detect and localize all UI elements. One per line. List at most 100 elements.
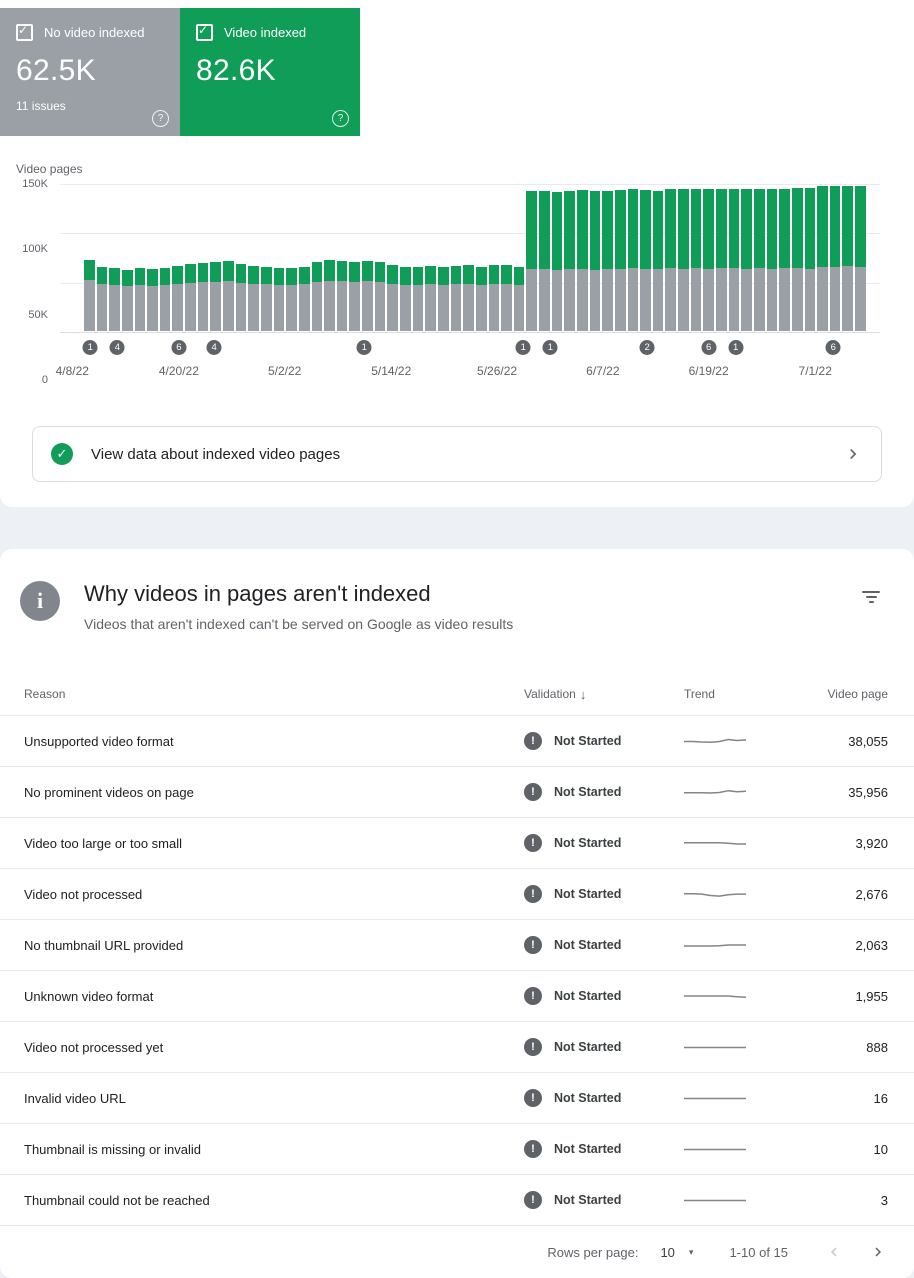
chart-bar[interactable] bbox=[703, 184, 715, 331]
chart-bar[interactable] bbox=[172, 184, 184, 331]
chart-bar[interactable] bbox=[665, 184, 677, 331]
chart-bar[interactable] bbox=[766, 184, 778, 331]
chart-bar[interactable] bbox=[223, 184, 234, 331]
chart-bar[interactable] bbox=[652, 184, 664, 331]
issue-count-marker[interactable]: 6 bbox=[825, 340, 841, 355]
dropdown-arrow-icon[interactable]: ▾ bbox=[688, 1246, 694, 1257]
chart-bar[interactable] bbox=[501, 184, 512, 331]
chart-bar[interactable] bbox=[298, 184, 310, 331]
summary-card-video-indexed[interactable]: ✓ Video indexed 82.6K ? bbox=[180, 8, 360, 136]
table-row[interactable]: Invalid video URL! Not Started 16 bbox=[0, 1072, 914, 1123]
chart-bar[interactable] bbox=[526, 184, 538, 331]
chart-bar[interactable] bbox=[374, 184, 386, 331]
column-header-video-page[interactable]: Video page bbox=[827, 687, 888, 701]
chart-bar[interactable] bbox=[286, 184, 297, 331]
table-row[interactable]: Thumbnail could not be reached! Not Start… bbox=[0, 1174, 914, 1225]
chart-bar[interactable] bbox=[147, 184, 158, 331]
chart-bar[interactable] bbox=[463, 184, 474, 331]
table-row[interactable]: Unknown video format! Not Started 1,955 bbox=[0, 970, 914, 1021]
chart-bar[interactable] bbox=[475, 184, 487, 331]
table-row[interactable]: Video not processed! Not Started 2,676 bbox=[0, 868, 914, 919]
chevron-right-icon[interactable] bbox=[843, 444, 863, 464]
chart-bar[interactable] bbox=[134, 184, 146, 331]
chart-bar[interactable] bbox=[741, 184, 752, 331]
chart-bar[interactable] bbox=[804, 184, 816, 331]
chart-bar[interactable] bbox=[551, 184, 563, 331]
chart-bar[interactable] bbox=[450, 184, 462, 331]
chart-bar[interactable] bbox=[576, 184, 588, 331]
chart-bar[interactable] bbox=[121, 184, 133, 331]
chart-bar[interactable] bbox=[159, 184, 171, 331]
issue-count-marker[interactable]: 1 bbox=[728, 340, 744, 355]
next-page-button[interactable] bbox=[866, 1240, 890, 1264]
issue-count-marker[interactable]: 6 bbox=[701, 340, 717, 355]
issue-count-marker[interactable]: 4 bbox=[206, 340, 222, 355]
chart-bar[interactable] bbox=[513, 184, 525, 331]
chart-bar[interactable] bbox=[185, 184, 196, 331]
chart-bar[interactable] bbox=[539, 184, 550, 331]
chart-bar[interactable] bbox=[260, 184, 272, 331]
chart-bar[interactable] bbox=[690, 184, 702, 331]
chart-bar[interactable] bbox=[248, 184, 259, 331]
chart-bar[interactable] bbox=[678, 184, 689, 331]
chart-bar[interactable] bbox=[855, 184, 866, 331]
help-icon[interactable]: ? bbox=[152, 110, 169, 127]
chart-bar[interactable] bbox=[336, 184, 348, 331]
help-icon[interactable]: ? bbox=[332, 110, 349, 127]
chart-bar[interactable] bbox=[96, 184, 108, 331]
chart-bar[interactable] bbox=[829, 184, 841, 331]
chart-bar[interactable] bbox=[197, 184, 209, 331]
rows-per-page-value[interactable]: 10 bbox=[660, 1244, 675, 1260]
issue-count-marker[interactable]: 1 bbox=[356, 340, 372, 355]
column-header-validation[interactable]: Validation ↓ bbox=[524, 687, 684, 702]
chart-bar[interactable] bbox=[235, 184, 247, 331]
chart-bar[interactable] bbox=[779, 184, 790, 331]
chart-bar[interactable] bbox=[311, 184, 323, 331]
column-header-trend[interactable]: Trend bbox=[684, 687, 715, 701]
chart-bar[interactable] bbox=[210, 184, 222, 331]
chart-bar[interactable] bbox=[640, 184, 651, 331]
column-header-reason[interactable]: Reason bbox=[24, 687, 66, 701]
table-row[interactable]: Unsupported video format! Not Started 38,0… bbox=[0, 715, 914, 766]
chart-bar[interactable] bbox=[349, 184, 361, 331]
issue-count-marker[interactable]: 1 bbox=[515, 340, 531, 355]
chart-bar[interactable] bbox=[602, 184, 613, 331]
table-row[interactable]: No thumbnail URL provided! Not Started 2,0… bbox=[0, 919, 914, 970]
chart-bar[interactable] bbox=[273, 184, 285, 331]
summary-card-no-video-indexed[interactable]: ✓ No video indexed 62.5K 11 issues ? bbox=[0, 8, 180, 136]
table-row[interactable]: Thumbnail is missing or invalid! Not Star… bbox=[0, 1123, 914, 1174]
chart-bar[interactable] bbox=[564, 184, 575, 331]
chart-bar[interactable] bbox=[412, 184, 424, 331]
issue-count-marker[interactable]: 6 bbox=[171, 340, 187, 355]
chart-bar[interactable] bbox=[362, 184, 373, 331]
view-indexed-data-banner[interactable]: ✓ View data about indexed video pages bbox=[32, 426, 882, 482]
chart-bar[interactable] bbox=[716, 184, 727, 331]
table-row[interactable]: Video too large or too small! Not Started… bbox=[0, 817, 914, 868]
checkbox-checked-icon[interactable]: ✓ bbox=[196, 23, 213, 41]
chart-bar[interactable] bbox=[425, 184, 436, 331]
chart-bar[interactable] bbox=[84, 184, 95, 331]
chart-bar[interactable] bbox=[614, 184, 626, 331]
chart-bar[interactable] bbox=[627, 184, 639, 331]
chart-bar[interactable] bbox=[324, 184, 335, 331]
chart-bar[interactable] bbox=[589, 184, 601, 331]
filter-icon[interactable] bbox=[858, 587, 884, 607]
chart-bar[interactable] bbox=[842, 184, 854, 331]
chart-bar[interactable] bbox=[387, 184, 399, 331]
chart-bar[interactable] bbox=[753, 184, 765, 331]
chart-bar[interactable] bbox=[400, 184, 411, 331]
issue-count-marker[interactable]: 2 bbox=[639, 340, 655, 355]
chart-bar[interactable] bbox=[437, 184, 449, 331]
previous-page-button[interactable] bbox=[822, 1240, 846, 1264]
issue-count-marker[interactable]: 1 bbox=[82, 340, 98, 355]
issue-count-marker[interactable]: 4 bbox=[109, 340, 125, 355]
chart-bar[interactable] bbox=[817, 184, 828, 331]
chart-bar[interactable] bbox=[488, 184, 500, 331]
chart-bar[interactable] bbox=[109, 184, 120, 331]
checkbox-checked-icon[interactable]: ✓ bbox=[16, 23, 33, 41]
table-row[interactable]: No prominent videos on page! Not Started 3… bbox=[0, 766, 914, 817]
issue-count-marker[interactable]: 1 bbox=[542, 340, 558, 355]
chart-bar[interactable] bbox=[728, 184, 740, 331]
chart-bar[interactable] bbox=[791, 184, 803, 331]
table-row[interactable]: Video not processed yet! Not Started 888 bbox=[0, 1021, 914, 1072]
